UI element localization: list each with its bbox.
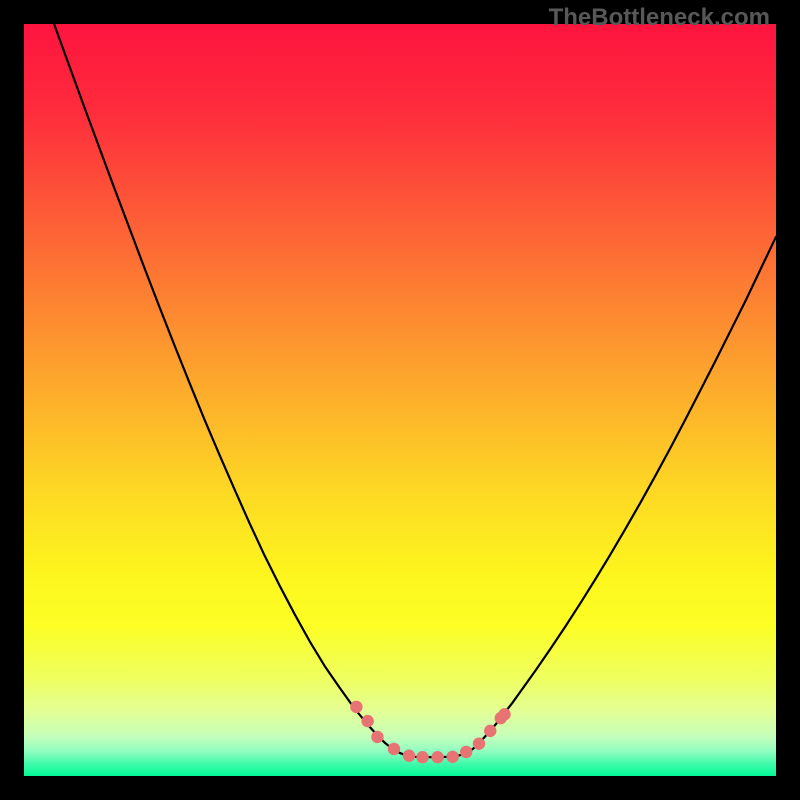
curve-marker	[473, 737, 485, 749]
curve-marker	[484, 725, 496, 737]
curve-marker	[460, 746, 472, 758]
curve-marker	[446, 751, 458, 763]
bottleneck-chart	[0, 0, 800, 800]
plot-background	[24, 24, 776, 776]
curve-marker	[371, 731, 383, 743]
curve-marker	[350, 701, 362, 713]
curve-marker	[431, 751, 443, 763]
chart-root: TheBottleneck.com	[0, 0, 800, 800]
curve-marker	[361, 715, 373, 727]
curve-marker	[388, 743, 400, 755]
curve-marker	[403, 750, 415, 762]
curve-marker	[416, 751, 428, 763]
curve-marker	[498, 708, 510, 720]
